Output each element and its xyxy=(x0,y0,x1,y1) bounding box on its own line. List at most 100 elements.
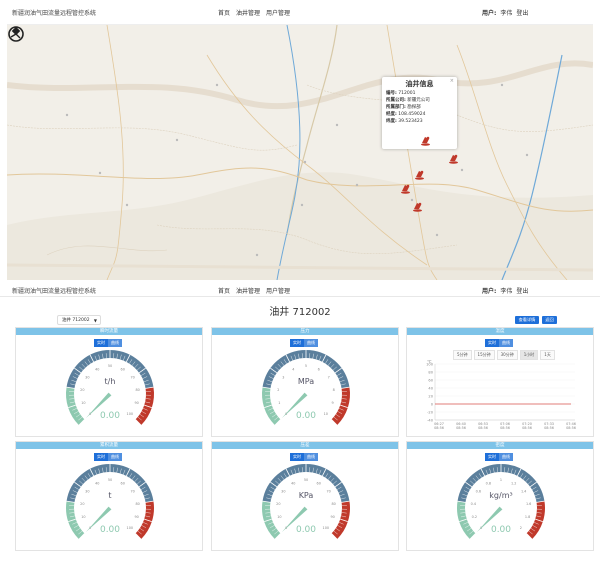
range-15min[interactable]: 15分钟 xyxy=(473,350,495,360)
oil-well-pin-icon[interactable] xyxy=(448,153,459,164)
view-toggle: 实时 曲线 xyxy=(290,453,318,461)
nav-wells-link[interactable]: 油井管理 xyxy=(236,10,261,17)
realtime-tab[interactable]: 实时 xyxy=(485,453,499,461)
gauge-tick xyxy=(338,408,344,411)
chevron-down-icon: ▼ xyxy=(93,318,97,323)
gauge-tick xyxy=(270,486,276,490)
gauge-tick-label: 80 xyxy=(135,388,139,392)
gauge-tick-label: 100 xyxy=(127,526,133,530)
gauge-tick xyxy=(262,386,271,389)
logout-link[interactable]: 登出 xyxy=(516,288,529,295)
well-select[interactable]: 油井 712002 ▼ xyxy=(57,315,101,325)
gauge-tick xyxy=(465,481,473,488)
gauge-tick xyxy=(119,468,122,474)
gauge-tick xyxy=(265,401,271,404)
oil-well-pin-icon[interactable] xyxy=(412,201,423,212)
curve-tab[interactable]: 曲线 xyxy=(304,339,318,347)
gauge-tick xyxy=(142,376,148,379)
gauge-tick xyxy=(277,477,282,482)
nav-home-link[interactable]: 首页 xyxy=(218,288,231,295)
gauge-tick xyxy=(140,486,146,490)
curve-tab[interactable]: 曲线 xyxy=(499,453,513,461)
back-button[interactable]: 返回 xyxy=(542,316,557,324)
gauge-tick xyxy=(332,480,337,485)
gauge-value: 0.00 xyxy=(296,525,316,535)
app-title: 新疆润油气田流量远程管控系统 xyxy=(12,288,97,295)
gauge-tick xyxy=(268,522,274,525)
gauge-tick xyxy=(335,528,341,532)
panel-title: 压差 xyxy=(212,442,398,449)
gauge-tick xyxy=(334,481,342,488)
gauge-tick xyxy=(280,361,285,366)
curve-tab[interactable]: 曲线 xyxy=(499,339,513,347)
well-map[interactable]: × 油井信息 编号: 712001 所属公司: 新疆元公司 所属部门: 勘探部 … xyxy=(7,24,593,280)
gauge-tick xyxy=(462,493,468,496)
popup-row-company: 所属公司: 新疆元公司 xyxy=(386,98,430,103)
gauge-tick xyxy=(89,354,95,363)
chart-y-tick: 0 xyxy=(431,402,434,406)
realtime-tab[interactable]: 实时 xyxy=(290,453,304,461)
history-button[interactable]: 查看详情 xyxy=(515,316,539,324)
realtime-tab[interactable]: 实时 xyxy=(290,339,304,347)
gauge-tick xyxy=(74,486,80,490)
gauge-tick xyxy=(116,467,118,473)
gauge-tick xyxy=(315,468,318,474)
realtime-tab[interactable]: 实时 xyxy=(94,453,108,461)
oil-well-pin-icon[interactable] xyxy=(420,135,431,146)
gauge-tick xyxy=(267,493,273,496)
gauge-tick xyxy=(102,353,104,359)
gauge-tick xyxy=(315,354,318,360)
gauge-tick xyxy=(529,481,537,488)
nav-home-link[interactable]: 首页 xyxy=(218,10,231,17)
gauge-tick xyxy=(460,515,466,518)
gauge-tick xyxy=(87,473,91,478)
gauge-band xyxy=(331,387,350,426)
gauge-tick xyxy=(129,359,133,364)
gauge-tick xyxy=(270,481,278,488)
range-1h[interactable]: 1小时 xyxy=(519,350,539,360)
gauge-band xyxy=(331,501,350,540)
curve-tab[interactable]: 曲线 xyxy=(108,453,122,461)
gauge-tick xyxy=(466,528,472,532)
gauge-tick xyxy=(74,372,80,376)
nav-wells-link[interactable]: 油井管理 xyxy=(236,288,261,295)
gauge-tick xyxy=(69,401,75,404)
gauge-tick xyxy=(341,515,347,518)
nav-users-link[interactable]: 用户管理 xyxy=(266,10,291,17)
curve-tab[interactable]: 曲线 xyxy=(108,339,122,347)
gauge-tick xyxy=(528,530,533,535)
satellite-locate-icon[interactable] xyxy=(7,25,25,43)
gauge-tick xyxy=(136,480,141,485)
oil-well-pin-icon[interactable] xyxy=(400,183,411,194)
oil-well-pin-icon[interactable] xyxy=(414,169,425,180)
curve-tab[interactable]: 曲线 xyxy=(304,453,318,461)
realtime-tab[interactable]: 实时 xyxy=(94,339,108,347)
gauge-tick xyxy=(125,468,131,477)
range-1d[interactable]: 1天 xyxy=(540,350,555,360)
popup-title: 油井信息 xyxy=(405,80,434,88)
gauge-tick xyxy=(337,411,343,414)
gauge-tick-label: 2 xyxy=(277,388,279,392)
gauge-tick-label: 20 xyxy=(80,502,84,506)
range-5min[interactable]: 5分钟 xyxy=(453,350,472,360)
nav-users-link[interactable]: 用户管理 xyxy=(266,288,291,295)
panel-title: 瞬时流量 xyxy=(16,328,202,335)
gauge-tick xyxy=(461,497,467,500)
realtime-tab[interactable]: 实时 xyxy=(485,339,499,347)
temperature-panel: 温度 实时 曲线 5分钟 15分钟 30分钟 1小时 1天 ℃ 100 80 60 40 2… xyxy=(406,327,594,437)
range-30min[interactable]: 30分钟 xyxy=(496,350,518,360)
gauge-tick xyxy=(145,500,154,503)
chart-x-tick: 08:56 xyxy=(434,426,444,430)
panel-title: 累积流量 xyxy=(16,442,202,449)
logout-link[interactable]: 登出 xyxy=(516,10,529,17)
gauge-tick xyxy=(339,493,345,496)
popup-close-icon[interactable]: × xyxy=(449,78,454,84)
gauge-tick xyxy=(336,486,342,490)
gauge-tick xyxy=(262,500,271,503)
main-nav: 首页 油井管理 用户管理 xyxy=(218,286,290,295)
gauge-tick xyxy=(125,354,131,363)
panel-title: 压力 xyxy=(212,328,398,335)
gauge-tick-label: 1.6 xyxy=(526,502,531,506)
gauge-tick xyxy=(79,366,84,371)
